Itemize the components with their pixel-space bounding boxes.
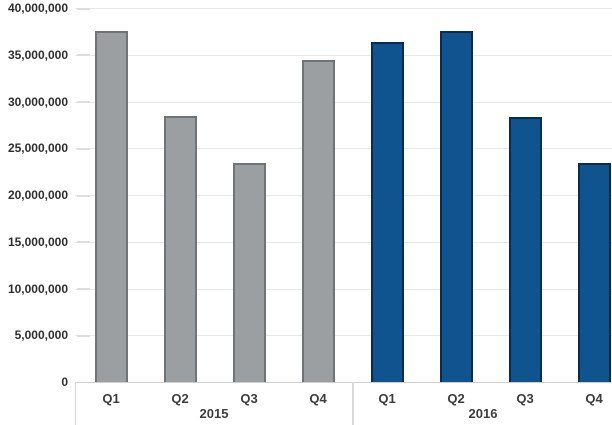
y-axis-tick	[77, 194, 90, 197]
x-axis-label: Q1	[378, 391, 396, 406]
y-axis-label: 35,000,000	[7, 47, 68, 62]
gridline	[75, 335, 612, 337]
bar-2016-Q2	[440, 31, 473, 382]
y-axis-tick	[77, 288, 90, 290]
year-group-2016: 2016	[353, 382, 612, 425]
x-axis-label: Q2	[447, 391, 465, 406]
x-axis-label: Q4	[309, 391, 327, 406]
bar-2015-Q2	[164, 115, 197, 382]
y-axis-label: 25,000,000	[7, 141, 68, 156]
gridline	[75, 241, 612, 243]
bar-2016-Q3	[509, 117, 542, 382]
gridline	[75, 195, 612, 196]
bar-2016-Q1	[371, 41, 404, 382]
y-axis-tick	[77, 7, 90, 10]
x-axis-label: Q1	[102, 391, 120, 406]
x-axis-label: Q3	[240, 391, 258, 406]
y-axis-label: 5,000,000	[14, 328, 68, 343]
y-axis-label: 15,000,000	[7, 234, 68, 249]
bar-2015-Q1	[95, 31, 128, 382]
y-axis-tick	[77, 334, 90, 337]
y-axis-tick	[77, 54, 90, 57]
gridline	[75, 8, 612, 9]
year-label: 2015	[199, 406, 229, 421]
year-group-2015: 2015	[75, 382, 353, 425]
y-axis-tick	[77, 147, 90, 150]
bar-2015-Q3	[233, 163, 266, 382]
y-axis-label: 20,000,000	[7, 188, 68, 202]
x-axis-label: Q2	[171, 391, 189, 406]
gridline	[75, 54, 612, 56]
bar-2016-Q4	[578, 163, 611, 382]
gridline	[75, 288, 612, 290]
y-axis-label: 30,000,000	[7, 94, 68, 109]
y-axis-label: 0	[61, 375, 68, 389]
x-axis-label: Q4	[585, 391, 603, 406]
y-axis-label: 40,000,000	[7, 1, 68, 15]
bar-2015-Q4	[302, 60, 335, 382]
y-axis-tick	[77, 101, 90, 103]
y-axis-label: 10,000,000	[7, 281, 68, 296]
gridline	[75, 101, 612, 103]
gridline	[75, 148, 612, 150]
y-axis-tick	[77, 241, 90, 244]
x-axis-line	[75, 382, 612, 383]
year-label: 2016	[468, 406, 498, 421]
x-axis-label: Q3	[516, 391, 534, 406]
